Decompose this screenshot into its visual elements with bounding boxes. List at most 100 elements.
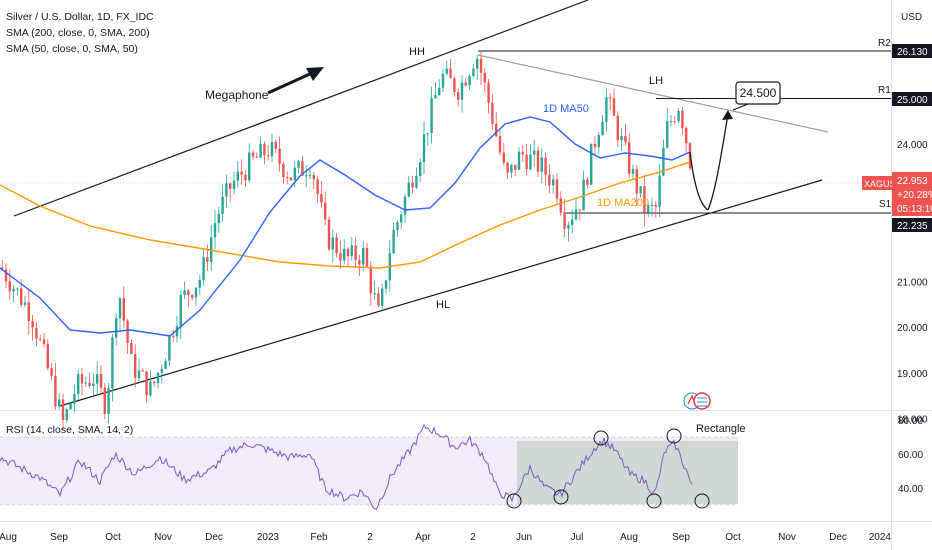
candle-body: [46, 344, 49, 369]
candle-body: [643, 186, 646, 213]
candle-body: [354, 245, 357, 261]
candle-body: [267, 155, 270, 157]
last-price-box: [892, 172, 932, 216]
r1-price-label: 25.000: [897, 95, 928, 106]
countdown-label: 05:13:10: [897, 204, 932, 215]
candle-body: [324, 202, 327, 220]
candle-body: [441, 73, 445, 88]
candle-body: [669, 121, 673, 123]
chart-title: Silver / U.S. Dollar, 1D, FX_IDC: [6, 11, 154, 23]
candle-body: [327, 219, 331, 250]
candle-body: [217, 213, 220, 224]
megaphone-upper-line[interactable]: [13, 0, 589, 217]
candle-body: [624, 135, 627, 143]
candle-body: [111, 337, 114, 389]
candle-body: [445, 68, 448, 74]
candle-body: [407, 182, 410, 197]
r2-price-label: 26.130: [897, 47, 928, 58]
price-tick-label: 21.000: [897, 277, 928, 288]
candlestick-series: [1, 51, 692, 431]
candle-body: [244, 174, 247, 181]
candle-body: [20, 288, 23, 305]
candle-body: [586, 179, 589, 185]
candle-body: [517, 151, 521, 170]
time-tick-label: Dec: [205, 532, 223, 543]
candle-body: [263, 143, 266, 156]
candle-body: [346, 248, 350, 256]
time-axis-ticks: Aug Sep Oct Nov Dec 2023 Feb 2 Apr 2 Jun Jul Aug Sep O…: [0, 532, 891, 543]
price-tick-label: 18.000: [897, 415, 928, 426]
candle-body: [381, 288, 384, 306]
time-tick-label: 2: [367, 532, 373, 543]
target-box[interactable]: [735, 81, 781, 105]
candle-body: [232, 180, 236, 190]
rsi-circle-2: [553, 489, 569, 505]
candle-body: [483, 72, 486, 83]
candle-body: [301, 161, 304, 176]
candle-body: [350, 245, 353, 256]
candle-body: [164, 360, 167, 369]
symbol-label: XAGUSD: [864, 179, 903, 189]
candle-body: [639, 186, 642, 194]
candle-body: [153, 381, 156, 384]
candle-body: [282, 163, 285, 177]
symbol-box: [862, 176, 892, 190]
candle-body: [145, 371, 148, 396]
megaphone-lower-line[interactable]: [59, 179, 823, 407]
candle-body: [160, 368, 163, 373]
candle-body: [12, 288, 15, 292]
candle-body: [662, 147, 665, 176]
candle-body: [400, 214, 403, 223]
author-logo-icon: [683, 392, 711, 410]
candle-body: [609, 97, 612, 99]
projection-arrow-head: [722, 110, 733, 120]
candle-body: [202, 257, 205, 280]
rsi-tick-label: 40.00: [898, 484, 923, 495]
time-tick-label: 2: [470, 532, 476, 543]
candle-body: [377, 293, 380, 306]
candle-body: [172, 336, 175, 338]
candle-body: [574, 209, 578, 220]
target-callout-pointer: [732, 103, 749, 111]
candle-body: [61, 399, 65, 420]
time-tick-label: Aug: [620, 532, 638, 543]
candle-body: [289, 177, 293, 181]
time-tick-label: Sep: [50, 532, 68, 543]
candle-body: [635, 169, 638, 194]
lower-highs-trendline[interactable]: [477, 54, 829, 133]
time-tick-label: Nov: [778, 532, 796, 543]
candle-body: [502, 152, 505, 163]
candle-body: [677, 110, 680, 122]
candle-body: [312, 175, 315, 180]
rsi-rectangle-drawing[interactable]: [517, 441, 738, 504]
candle-body: [631, 169, 635, 174]
candle-body: [225, 183, 228, 197]
time-tick-label: Sep: [672, 532, 690, 543]
candle-body: [552, 179, 555, 186]
projection-up-curve: [707, 113, 729, 211]
candle-body: [248, 152, 251, 181]
price-tick-label: 24.000: [897, 140, 928, 151]
rsi-circle-4: [646, 493, 662, 509]
target-label: 24.500: [740, 86, 777, 100]
candle-body: [362, 247, 365, 265]
candle-body: [206, 257, 209, 262]
r1-price-box: [892, 92, 932, 106]
candle-body: [468, 75, 471, 86]
candle-body: [472, 68, 475, 76]
hh-label: HH: [409, 46, 425, 58]
rsi-circle-markers: [506, 428, 710, 509]
candle-body: [50, 368, 53, 376]
candle-body: [183, 290, 186, 296]
candle-body: [35, 327, 38, 339]
rsi-circle-6: [694, 493, 710, 509]
candle-body: [156, 372, 160, 384]
time-tick-label: Dec: [829, 532, 847, 543]
rectangle-label: Rectangle: [696, 423, 746, 435]
candle-body: [1, 267, 4, 270]
candle-body: [99, 374, 103, 388]
candle-body: [563, 212, 566, 229]
candle-body: [422, 134, 426, 163]
time-tick-label: Oct: [725, 532, 741, 543]
